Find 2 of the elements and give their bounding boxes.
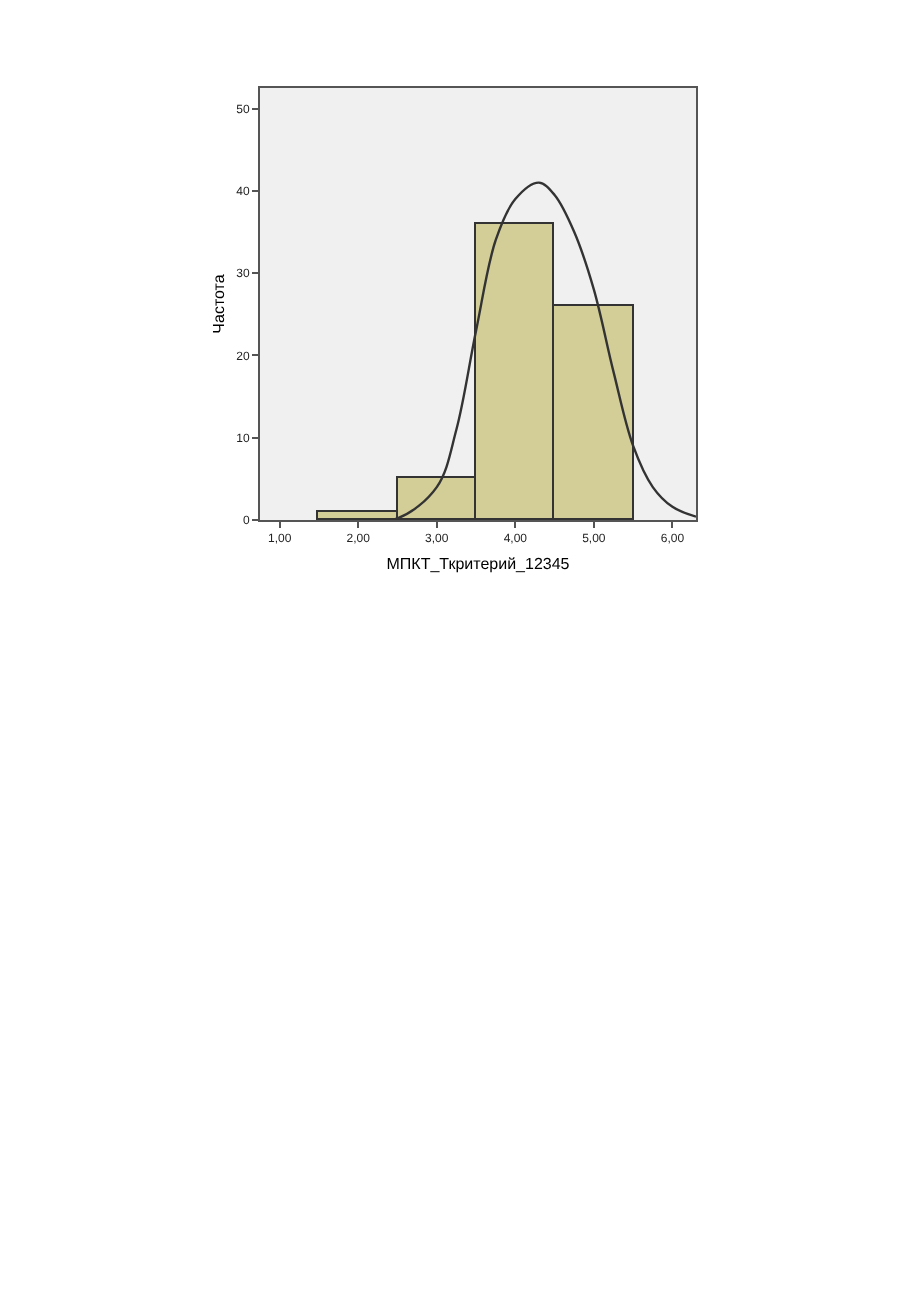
- x-axis-title: МПКТ_Ткритерий_12345: [386, 554, 571, 573]
- y-axis-title: Частота: [209, 273, 228, 334]
